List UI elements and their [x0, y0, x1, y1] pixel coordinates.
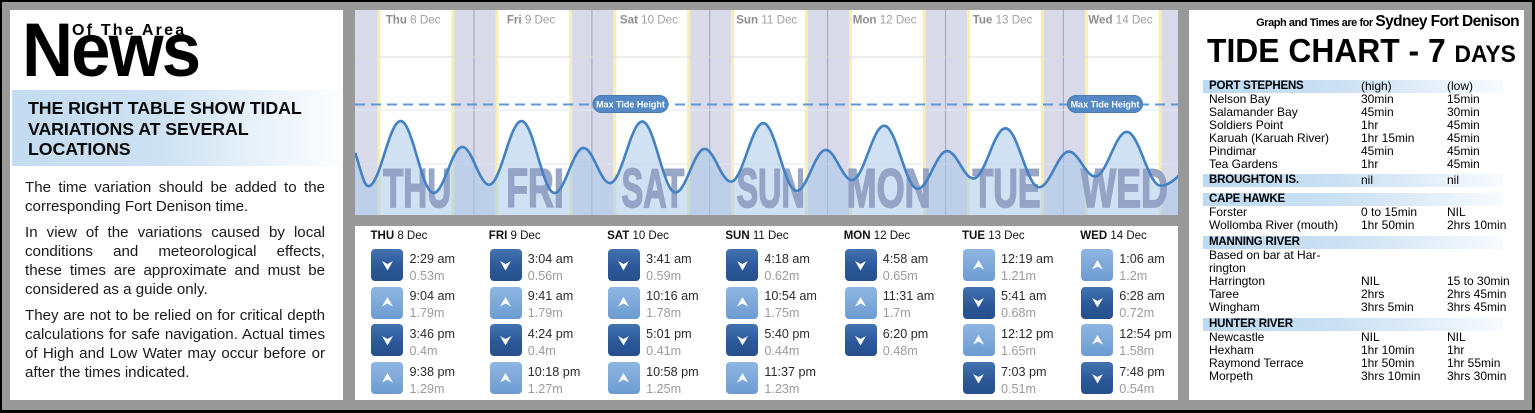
- svg-text:Thu 8 Dec: Thu 8 Dec: [386, 14, 441, 27]
- svg-text:Mon 12 Dec: Mon 12 Dec: [853, 14, 917, 27]
- svg-text:Max Tide Height: Max Tide Height: [1071, 100, 1140, 110]
- svg-text:SUN: SUN: [737, 157, 805, 215]
- svg-text:MON: MON: [847, 157, 931, 215]
- svg-text:Max Tide Height: Max Tide Height: [596, 100, 665, 110]
- svg-text:SAT: SAT: [622, 157, 685, 215]
- svg-text:Fri 9 Dec: Fri 9 Dec: [507, 14, 556, 27]
- svg-text:Sat 10 Dec: Sat 10 Dec: [620, 14, 678, 27]
- svg-text:WED: WED: [1081, 157, 1168, 215]
- svg-text:FRI: FRI: [506, 157, 564, 215]
- svg-text:Wed 14 Dec: Wed 14 Dec: [1088, 14, 1152, 27]
- svg-text:THU: THU: [383, 157, 451, 215]
- svg-text:Tue 13 Dec: Tue 13 Dec: [973, 14, 1033, 27]
- svg-text:Sun 11 Dec: Sun 11 Dec: [736, 14, 797, 27]
